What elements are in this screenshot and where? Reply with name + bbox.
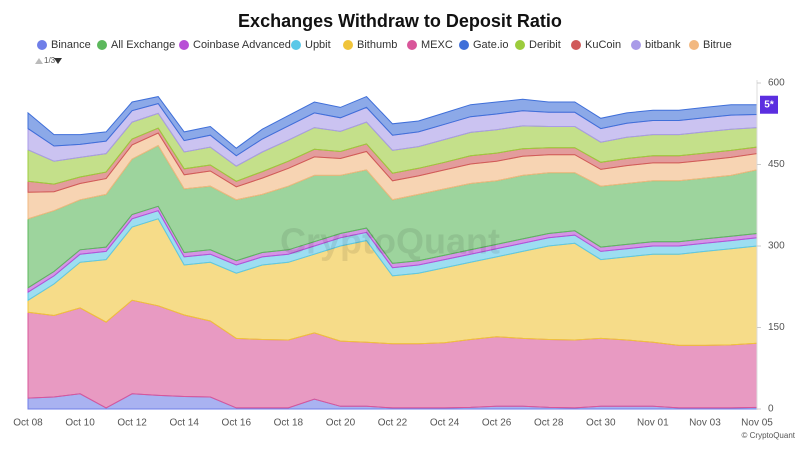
legend-swatch [407, 40, 417, 50]
y-tick-label: 450 [768, 159, 785, 170]
legend-label: All Exchange [111, 39, 175, 51]
x-tick-label: Oct 14 [169, 418, 199, 429]
legend-label: bitbank [645, 39, 681, 51]
x-tick-label: Oct 28 [534, 418, 564, 429]
legend-item[interactable]: bitbank [631, 39, 681, 51]
x-tick-label: Oct 18 [274, 418, 304, 429]
x-tick-label: Nov 03 [689, 418, 721, 429]
x-tick-label: Oct 08 [13, 418, 43, 429]
legend-pager[interactable]: 1/3 [35, 56, 62, 65]
x-tick-label: Nov 01 [637, 418, 669, 429]
legend-item[interactable]: Bithumb [343, 39, 397, 51]
legend-item[interactable]: Upbit [291, 39, 331, 51]
legend-item[interactable]: Deribit [515, 39, 561, 51]
legend-item[interactable]: MEXC [407, 39, 453, 51]
x-tick-label: Oct 10 [65, 418, 95, 429]
legend-label: Deribit [529, 39, 561, 51]
x-tick-label: Oct 30 [586, 418, 616, 429]
legend-swatch [291, 40, 301, 50]
x-tick-label: Oct 22 [378, 418, 408, 429]
legend-swatch [571, 40, 581, 50]
legend-swatch [179, 40, 189, 50]
legend-item[interactable]: Coinbase Advanced [179, 39, 291, 51]
legend-label: Bitrue [703, 39, 732, 51]
legend-label: Gate.io [473, 39, 508, 51]
x-tick-label: Oct 26 [482, 418, 512, 429]
legend-swatch [515, 40, 525, 50]
areas [27, 96, 758, 410]
legend-swatch [97, 40, 107, 50]
legend-label: KuCoin [585, 39, 621, 51]
badge: 5* [764, 99, 774, 110]
chart-title: Exchanges Withdraw to Deposit Ratio [238, 11, 562, 31]
legend-item[interactable]: Gate.io [459, 39, 508, 51]
pager-label: 1/3 [44, 56, 56, 65]
legend-swatch [37, 40, 47, 50]
y-tick-label: 300 [768, 241, 785, 252]
badge-bg [760, 95, 778, 114]
legend-label: Bithumb [357, 39, 397, 51]
x-tick-label: Oct 12 [117, 418, 147, 429]
watermark: CryptoQuant [280, 221, 500, 262]
x-tick-label: Nov 05 [741, 418, 773, 429]
pager-next[interactable] [54, 58, 62, 64]
legend-swatch [689, 40, 699, 50]
y-tick-label: 150 [768, 322, 785, 333]
legend-item[interactable]: Bitrue [689, 39, 732, 51]
x-tick-label: Oct 20 [326, 418, 356, 429]
legend-label: MEXC [421, 39, 453, 51]
legend-swatch [343, 40, 353, 50]
legend-item[interactable]: All Exchange [97, 39, 175, 51]
legend-swatch [459, 40, 469, 50]
y-tick-label: 0 [768, 404, 774, 415]
legend-swatch [631, 40, 641, 50]
y-tick-label: 600 [768, 78, 785, 89]
legend-label: Coinbase Advanced [193, 39, 291, 51]
legend-item[interactable]: Binance [37, 39, 91, 51]
legend-label: Binance [51, 39, 91, 51]
x-tick-label: Oct 24 [430, 418, 460, 429]
legend-label: Upbit [305, 39, 331, 51]
pager-prev[interactable] [35, 58, 43, 64]
legend-item[interactable]: KuCoin [571, 39, 621, 51]
x-tick-label: Oct 16 [222, 418, 252, 429]
credit: © CryptoQuant [742, 431, 796, 440]
